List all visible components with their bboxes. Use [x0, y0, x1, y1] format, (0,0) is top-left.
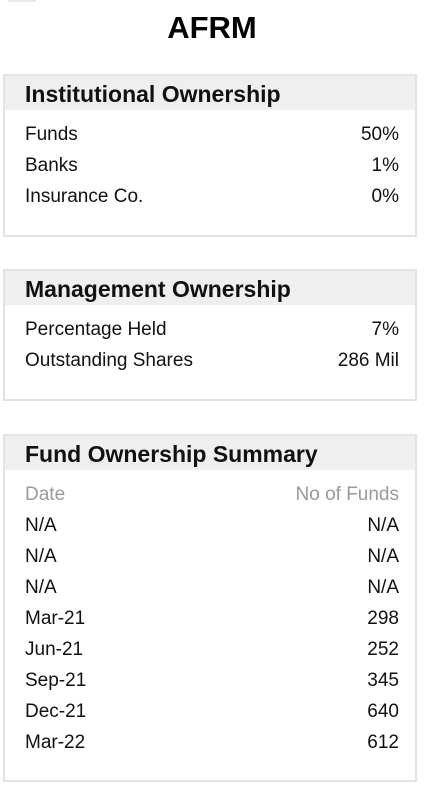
funds-cell: 612: [367, 731, 399, 753]
table-row: N/A N/A: [25, 572, 399, 603]
ticker-symbol: AFRM: [167, 10, 257, 45]
fund-ownership-summary-card: Fund Ownership Summary Date No of Funds …: [3, 434, 417, 782]
management-ownership-list: Percentage Held 7% Outstanding Shares 28…: [5, 305, 415, 376]
table-row: Mar-22 612: [25, 727, 399, 758]
funds-cell: 298: [367, 607, 399, 629]
row-value: 7%: [371, 318, 399, 340]
date-cell: Mar-22: [25, 731, 86, 753]
date-cell: Mar-21: [25, 607, 86, 629]
table-row: N/A N/A: [25, 541, 399, 572]
date-cell: N/A: [25, 545, 57, 567]
institutional-ownership-card: Institutional Ownership Funds 50% Banks …: [3, 74, 417, 237]
ownership-row-banks: Banks 1%: [25, 150, 399, 181]
date-cell: N/A: [25, 576, 57, 598]
row-label: Percentage Held: [25, 318, 167, 340]
row-label: Funds: [25, 123, 78, 145]
ownership-row-insurance: Insurance Co. 0%: [25, 181, 399, 212]
management-row-percentage-held: Percentage Held 7%: [25, 314, 399, 345]
date-cell: Jun-21: [25, 638, 84, 660]
row-value: 286 Mil: [337, 349, 399, 371]
funds-cell: 345: [367, 669, 399, 691]
table-row: Mar-21 298: [25, 603, 399, 634]
management-ownership-title: Management Ownership: [5, 271, 415, 305]
funds-cell: N/A: [367, 576, 399, 598]
column-header-date: Date: [25, 483, 66, 505]
row-value: 0%: [371, 185, 399, 207]
institutional-ownership-list: Funds 50% Banks 1% Insurance Co. 0%: [5, 110, 415, 212]
row-label: Banks: [25, 154, 78, 176]
table-row: Sep-21 345: [25, 665, 399, 696]
table-row: Dec-21 640: [25, 696, 399, 727]
row-value: 1%: [371, 154, 399, 176]
management-row-outstanding-shares: Outstanding Shares 286 Mil: [25, 345, 399, 376]
management-ownership-card: Management Ownership Percentage Held 7% …: [3, 269, 417, 401]
row-label: Insurance Co.: [25, 185, 144, 207]
fund-ownership-table: Date No of Funds N/A N/A N/A N/A N/A N/A…: [5, 470, 415, 758]
funds-cell: 252: [367, 638, 399, 660]
funds-cell: N/A: [367, 514, 399, 536]
table-header-row: Date No of Funds: [25, 479, 399, 510]
row-label: Outstanding Shares: [25, 349, 193, 371]
table-row: N/A N/A: [25, 510, 399, 541]
institutional-ownership-title: Institutional Ownership: [5, 76, 415, 110]
date-cell: Dec-21: [25, 700, 87, 722]
funds-cell: 640: [367, 700, 399, 722]
fund-ownership-summary-title: Fund Ownership Summary: [5, 436, 415, 470]
column-header-no-of-funds: No of Funds: [295, 483, 400, 505]
ownership-row-funds: Funds 50%: [25, 119, 399, 150]
date-cell: N/A: [25, 514, 57, 536]
date-cell: Sep-21: [25, 669, 87, 691]
funds-cell: N/A: [367, 545, 399, 567]
top-edge-divider: [8, 0, 36, 2]
table-row: Jun-21 252: [25, 634, 399, 665]
row-value: 50%: [360, 123, 399, 145]
